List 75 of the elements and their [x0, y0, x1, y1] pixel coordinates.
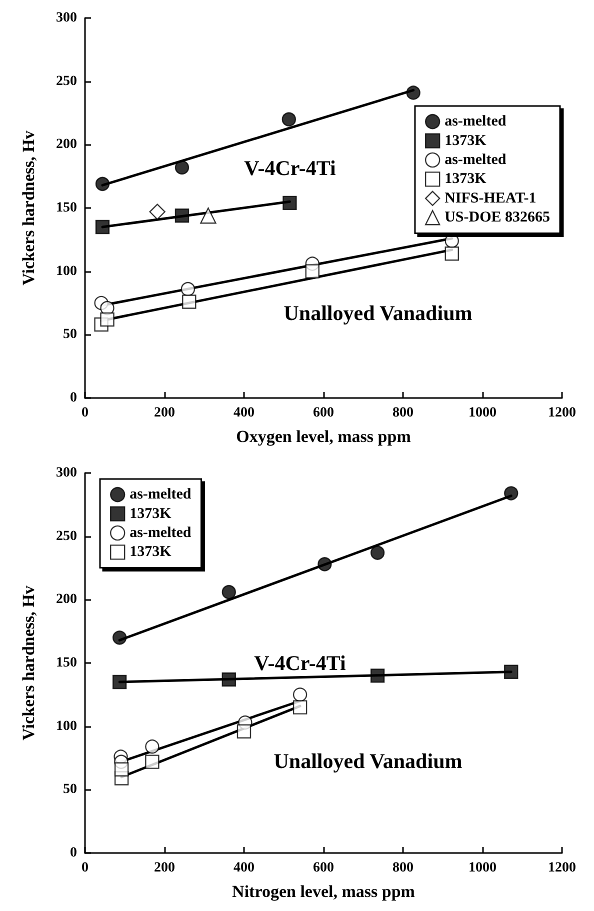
legend-label: as-melted: [130, 525, 192, 541]
y-tick-label: 150: [56, 200, 77, 216]
x-tick-label: 1200: [548, 860, 576, 876]
annotation: V-4Cr-4Ti: [244, 156, 336, 180]
x-tick-label: 600: [313, 406, 334, 420]
x-tick-label: 400: [234, 860, 254, 876]
point: [406, 86, 420, 100]
y-tick-label: 200: [56, 137, 77, 152]
y-tick-label: 150: [56, 656, 77, 670]
point: [504, 664, 518, 679]
x-tick-label: 0: [82, 406, 88, 420]
y-tick-label: 300: [56, 466, 77, 480]
legend-label: US-DOE 832665: [444, 210, 550, 226]
point: [444, 246, 459, 261]
y-tick-label: 100: [56, 718, 77, 734]
x-tick-label: 1000: [468, 860, 496, 876]
annotation: Unalloyed Vanadium: [274, 749, 463, 773]
x-tick-label: 1000: [468, 406, 496, 420]
point: [292, 700, 308, 714]
x-tick-label: 600: [313, 860, 334, 876]
point: [305, 264, 320, 278]
x-tick-label: 800: [392, 406, 414, 420]
y-tick-label: 250: [56, 74, 77, 89]
x-tick-label: 200: [154, 406, 175, 420]
legend-label: 1373K: [130, 544, 172, 560]
x-axis-title: Oxygen level, mass ppm: [236, 427, 411, 446]
point: [370, 546, 385, 560]
y-tick-label: 250: [56, 528, 77, 544]
point: [100, 312, 114, 327]
point: [95, 220, 110, 234]
point: [282, 196, 297, 210]
point: [222, 672, 236, 687]
annotation: Unalloyed Vanadium: [284, 301, 473, 325]
point: [318, 557, 332, 572]
point: [222, 584, 236, 600]
y-tick-label: 0: [70, 390, 77, 406]
point: [236, 724, 252, 738]
point: [145, 740, 160, 754]
point: [112, 674, 127, 690]
y-tick-label: 300: [56, 10, 77, 26]
legend-label: 1373K: [130, 506, 172, 522]
x-tick-label: 1200: [548, 406, 576, 420]
point: [174, 208, 190, 223]
x-tick-label: 0: [82, 860, 88, 876]
x-axis-title: Nitrogen level, mass ppm: [232, 882, 415, 901]
point: [114, 762, 129, 776]
annotation: V-4Cr-4Ti: [254, 651, 346, 675]
point: [200, 208, 216, 224]
legend-label: as-melted: [444, 114, 507, 130]
y-axis-title: Vickers hardness, Hv: [19, 585, 38, 740]
y-tick-label: 50: [63, 327, 77, 342]
x-tick-label: 800: [392, 860, 414, 876]
legend-label: 1373K: [444, 132, 487, 149]
legend-label: 1373K: [444, 171, 487, 188]
y-tick-label: 0: [70, 846, 77, 860]
y-tick-label: 200: [56, 592, 77, 608]
point: [95, 176, 110, 192]
legend-label: as-melted: [130, 486, 192, 503]
point: [504, 486, 518, 500]
point: [370, 668, 385, 683]
point: [149, 204, 166, 220]
point: [174, 160, 190, 175]
x-tick-label: 400: [234, 406, 254, 420]
y-axis-title: Vickers hardness, Hv: [19, 130, 38, 286]
point: [182, 294, 196, 309]
legend-label: NIFS-HEAT-1: [444, 190, 536, 206]
point: [112, 630, 127, 645]
point: [145, 754, 160, 769]
y-tick-label: 50: [63, 782, 77, 798]
x-tick-label: 200: [154, 860, 175, 876]
y-tick-label: 100: [56, 264, 77, 279]
point: [180, 282, 196, 296]
legend-label: as-melted: [444, 152, 507, 168]
point: [444, 234, 459, 248]
point: [282, 112, 296, 126]
